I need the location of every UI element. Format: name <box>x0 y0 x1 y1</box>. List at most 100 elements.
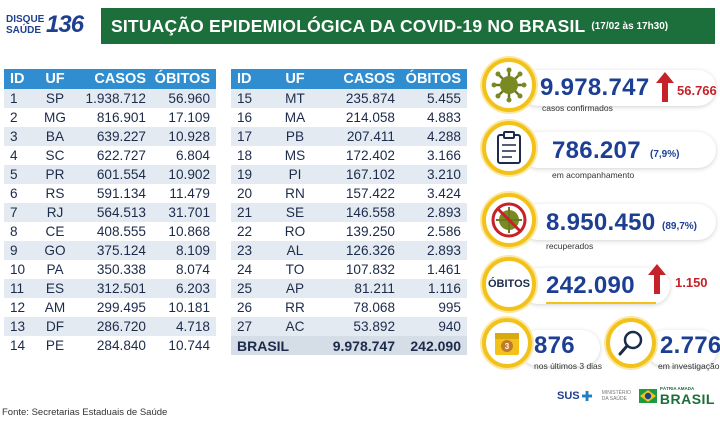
cell-uf: RJ <box>38 203 72 222</box>
monitoring-card <box>520 132 716 168</box>
cell-id: 9 <box>4 241 38 260</box>
investigation-value: 2.776 <box>660 332 720 359</box>
deaths-card <box>520 268 670 304</box>
cell-id: 15 <box>231 89 275 108</box>
cell-casos: 53.892 <box>315 317 401 336</box>
cell-id: 1 <box>4 89 38 108</box>
title-bar: SITUAÇÃO EPIDEMIOLÓGICA DA COVID-19 NO B… <box>101 8 715 44</box>
arrow-up-icon <box>656 72 674 102</box>
cell-casos: 312.501 <box>72 279 152 298</box>
brasil-top-text: PÁTRIA AMADA <box>659 385 695 391</box>
clipboard-icon <box>497 131 521 164</box>
cell-uf: GO <box>38 241 72 260</box>
cell-id: 19 <box>231 165 275 184</box>
calendar-circle: 3 <box>482 318 532 368</box>
col-header-id: ID <box>4 69 38 89</box>
total-label: BRASIL <box>231 336 315 355</box>
table-header-row: ID UF CASOS ÓBITOS <box>231 69 467 89</box>
cell-obitos: 1.116 <box>401 279 467 298</box>
disque-saude-logo: DISQUE SAÚDE 136 <box>6 8 98 42</box>
col-header-obitos: ÓBITOS <box>401 69 467 89</box>
table-row: 8 CE 408.555 10.868 <box>4 222 216 241</box>
cell-obitos: 6.804 <box>152 146 216 165</box>
table-row: 18 MS 172.402 3.166 <box>231 146 467 165</box>
cell-obitos: 2.893 <box>401 241 467 260</box>
cell-id: 12 <box>4 298 38 317</box>
cell-uf: TO <box>275 260 315 279</box>
table-row: 1 SP 1.938.712 56.960 <box>4 89 216 108</box>
cell-uf: AC <box>275 317 315 336</box>
cell-uf: CE <box>38 222 72 241</box>
report-date: (17/02 às 17h30) <box>591 20 669 32</box>
confirmed-delta: 56.766 <box>677 83 717 98</box>
confirmed-card <box>520 70 716 106</box>
table-row: 6 RS 591.134 11.479 <box>4 184 216 203</box>
table-row: 20 RN 157.422 3.424 <box>231 184 467 203</box>
cell-uf: PE <box>38 336 72 355</box>
cell-id: 24 <box>231 260 275 279</box>
table-row: 5 PR 601.554 10.902 <box>4 165 216 184</box>
last3days-value: 876 <box>534 332 575 359</box>
cell-casos: 146.558 <box>315 203 401 222</box>
plus-cross-icon <box>581 390 592 402</box>
cell-casos: 81.211 <box>315 279 401 298</box>
col-header-id: ID <box>231 69 275 89</box>
cell-uf: RR <box>275 298 315 317</box>
cell-casos: 375.124 <box>72 241 152 260</box>
table-row: 21 SE 146.558 2.893 <box>231 203 467 222</box>
cell-casos: 591.134 <box>72 184 152 203</box>
magnifier-circle <box>606 318 656 368</box>
source-text: Fonte: Secretarias Estaduais de Saúde <box>2 407 168 418</box>
cell-obitos: 10.868 <box>152 222 216 241</box>
cell-id: 23 <box>231 241 275 260</box>
magnifier-icon <box>618 330 643 356</box>
cell-obitos: 8.074 <box>152 260 216 279</box>
col-header-uf: UF <box>275 69 315 89</box>
cell-casos: 207.411 <box>315 127 401 146</box>
clipboard-circle <box>482 121 536 175</box>
monitoring-label: em acompanhamento <box>552 170 635 180</box>
deaths-value: 242.090 <box>546 272 635 299</box>
cell-uf: BA <box>38 127 72 146</box>
cell-id: 21 <box>231 203 275 222</box>
cell-uf: MG <box>38 108 72 127</box>
deaths-badge: ÓBITOS <box>488 278 530 290</box>
total-casos: 9.978.747 <box>315 336 401 355</box>
cell-id: 4 <box>4 146 38 165</box>
cell-casos: 639.227 <box>72 127 152 146</box>
table-row: 11 ES 312.501 6.203 <box>4 279 216 298</box>
cell-casos: 564.513 <box>72 203 152 222</box>
cell-uf: RS <box>38 184 72 203</box>
col-header-casos: CASOS <box>315 69 401 89</box>
table-row: 22 RO 139.250 2.586 <box>231 222 467 241</box>
deaths-circle: ÓBITOS <box>482 257 536 311</box>
table-row: 13 DF 286.720 4.718 <box>4 317 216 336</box>
cell-obitos: 940 <box>401 317 467 336</box>
table-row: 7 RJ 564.513 31.701 <box>4 203 216 222</box>
brazil-flag-icon <box>638 389 657 403</box>
no-virus-icon <box>491 202 527 238</box>
cell-id: 22 <box>231 222 275 241</box>
cell-obitos: 8.109 <box>152 241 216 260</box>
cell-id: 6 <box>4 184 38 203</box>
cell-casos: 1.938.712 <box>72 89 152 108</box>
cell-uf: AM <box>38 298 72 317</box>
cell-uf: MS <box>275 146 315 165</box>
brasil-text: PÁTRIA AMADA BRASIL <box>660 386 715 407</box>
government-logos: SUS MINISTÉRIO DA SAÚDE PÁTRIA AMADA BRA… <box>557 381 715 411</box>
table-row: 25 AP 81.211 1.116 <box>231 279 467 298</box>
confirmed-value: 9.978.747 <box>540 74 650 101</box>
cell-casos: 107.832 <box>315 260 401 279</box>
recovered-value: 8.950.450 <box>546 209 656 236</box>
table-row: 10 PA 350.338 8.074 <box>4 260 216 279</box>
cell-uf: SP <box>38 89 72 108</box>
virus-icon <box>491 67 527 103</box>
cell-id: 2 <box>4 108 38 127</box>
sus-logo: SUS <box>557 390 580 402</box>
last3days-card <box>520 330 600 366</box>
table-row: 3 BA 639.227 10.928 <box>4 127 216 146</box>
cell-obitos: 10.181 <box>152 298 216 317</box>
calendar-number: 3 <box>505 342 510 351</box>
cell-obitos: 31.701 <box>152 203 216 222</box>
total-obitos: 242.090 <box>401 336 467 355</box>
